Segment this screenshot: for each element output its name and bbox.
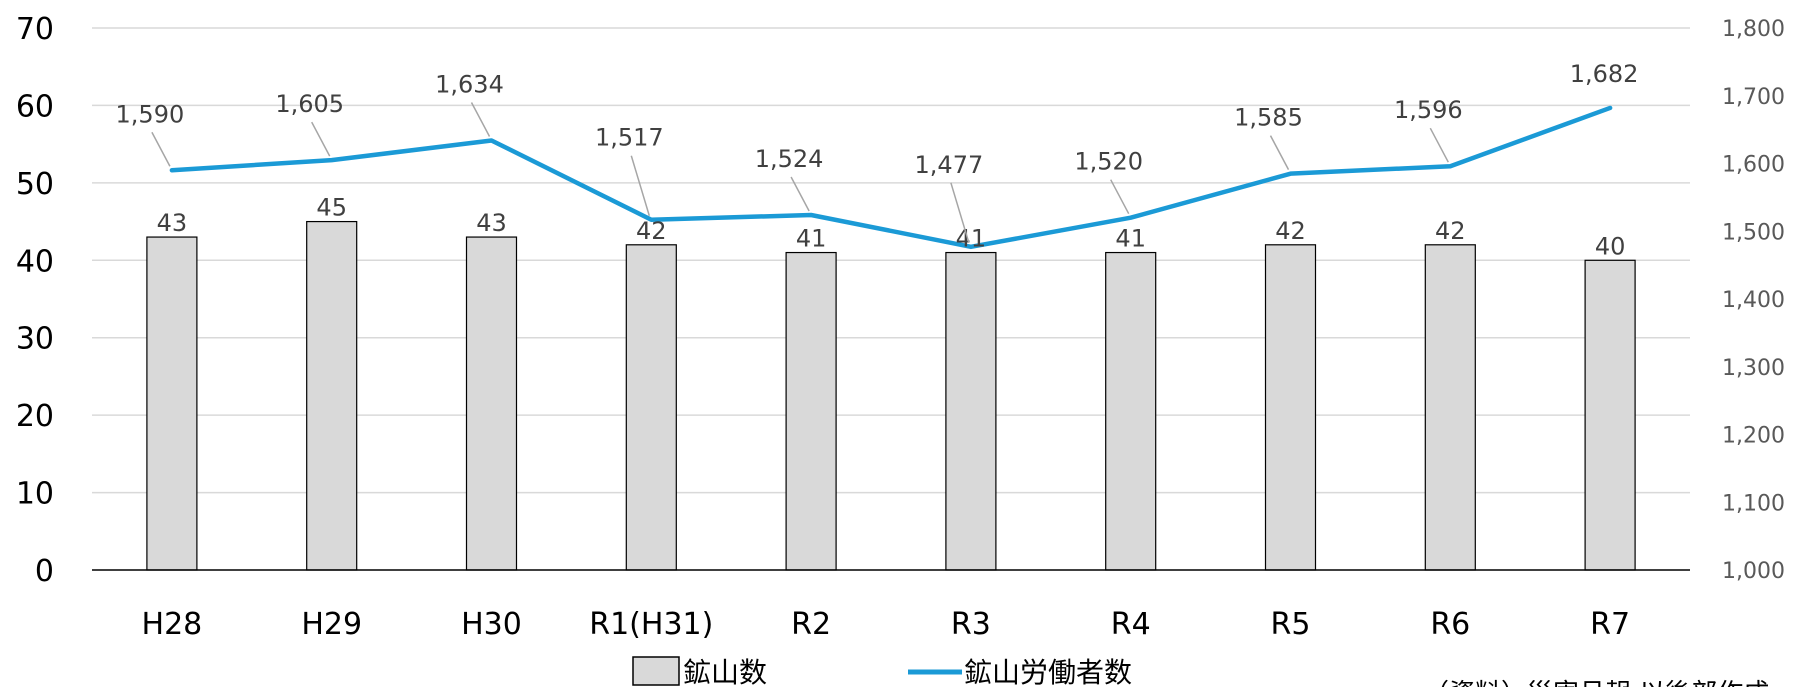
bar [785, 251, 837, 571]
bar-value-label: 41 [796, 225, 827, 253]
bar [306, 220, 358, 571]
y-right-tick-label: 1,800 [1722, 17, 1785, 42]
y-left-tick-label: 40 [16, 244, 54, 279]
y-right-tick-label: 1,500 [1722, 220, 1785, 245]
bar [945, 251, 997, 571]
legend-bar-swatch [632, 656, 680, 686]
y-left-tick-label: 60 [16, 89, 54, 124]
line-label-leader [630, 155, 651, 216]
bar [1264, 244, 1317, 571]
source-note: （資料）災害月報 以後部作成 [1423, 679, 1769, 687]
line-value-label: 1,634 [435, 70, 504, 98]
bar-value-label: 43 [157, 209, 188, 237]
line-label-leader [470, 102, 491, 137]
x-category-label: R1(H31) [589, 607, 713, 642]
bar [625, 244, 677, 571]
bar [1105, 251, 1157, 571]
bar-value-label: 41 [1115, 225, 1146, 253]
y-left-tick-label: 0 [35, 554, 54, 589]
y-left-tick-label: 50 [16, 167, 54, 202]
x-category-label: R3 [951, 607, 991, 642]
y-right-tick-label: 1,200 [1722, 424, 1785, 449]
y-right-tick-label: 1,000 [1722, 559, 1785, 584]
x-category-label: R6 [1430, 607, 1470, 642]
bar-value-label: 42 [1435, 217, 1466, 245]
line-label-leader [790, 176, 810, 212]
bar [1584, 259, 1636, 571]
y-left-tick-label: 30 [16, 322, 54, 357]
line-value-label: 1,524 [755, 145, 824, 173]
y-right-tick-label: 1,100 [1722, 491, 1785, 516]
y-left-tick-label: 70 [16, 12, 54, 47]
legend: 鉱山数 鉱山労働者数 [632, 656, 1132, 687]
line-label-leader [151, 131, 171, 167]
bar-value-label: 41 [956, 225, 987, 253]
gridlines [92, 27, 1690, 494]
bar [146, 236, 198, 571]
line-label-leader [1429, 127, 1449, 163]
line-label-leader [950, 182, 970, 244]
bar-value-label: 40 [1595, 232, 1626, 260]
workers-line [169, 105, 1613, 250]
line-value-label: 1,520 [1074, 148, 1143, 176]
y-right-tick-label: 1,600 [1722, 153, 1785, 178]
y-right-tick-label: 1,700 [1722, 85, 1785, 110]
bar [1424, 244, 1476, 571]
line-label-leader [311, 121, 331, 157]
line-value-label: 1,517 [595, 124, 664, 152]
x-category-label: R7 [1590, 607, 1630, 642]
x-category-label: H28 [142, 607, 203, 642]
bar-value-label: 43 [476, 209, 507, 237]
line-value-label: 1,682 [1570, 60, 1639, 88]
line-value-label: 1,596 [1394, 96, 1463, 124]
line-value-label: 1,605 [275, 90, 344, 118]
bar-value-label: 42 [1275, 217, 1306, 245]
line-value-label: 1,585 [1234, 104, 1303, 132]
legend-bar-label: 鉱山数 [683, 656, 767, 687]
y-left-tick-label: 20 [16, 399, 54, 434]
line-value-label: 1,477 [915, 151, 984, 179]
x-category-label: H29 [301, 607, 362, 642]
bar [465, 236, 518, 571]
line-label-leader [1269, 135, 1290, 171]
line-series-workers [169, 105, 1613, 250]
line-label-leader [1110, 179, 1130, 215]
y-left-tick-label: 10 [16, 477, 54, 512]
y-right-tick-label: 1,400 [1722, 288, 1785, 313]
y-right-tick-label: 1,300 [1722, 356, 1785, 381]
data-labels: 43 45 43 42 41 41 41 42 42 40 1,590 1,605 1,634 1,517… [116, 60, 1639, 260]
x-category-label: R4 [1111, 607, 1151, 642]
line-value-label: 1,590 [116, 100, 185, 128]
x-category-label: H30 [461, 607, 522, 642]
bar-value-label: 45 [316, 194, 347, 222]
x-category-label: R5 [1271, 607, 1311, 642]
bar-value-label: 42 [636, 217, 667, 245]
bar-series-mines [146, 220, 1636, 571]
legend-line-label: 鉱山労働者数 [964, 656, 1132, 687]
tick-labels: 0 10 20 30 40 50 60 70 1,000 1,100 1,200 1,300 1,400… [16, 12, 1785, 642]
x-category-label: R2 [791, 607, 831, 642]
